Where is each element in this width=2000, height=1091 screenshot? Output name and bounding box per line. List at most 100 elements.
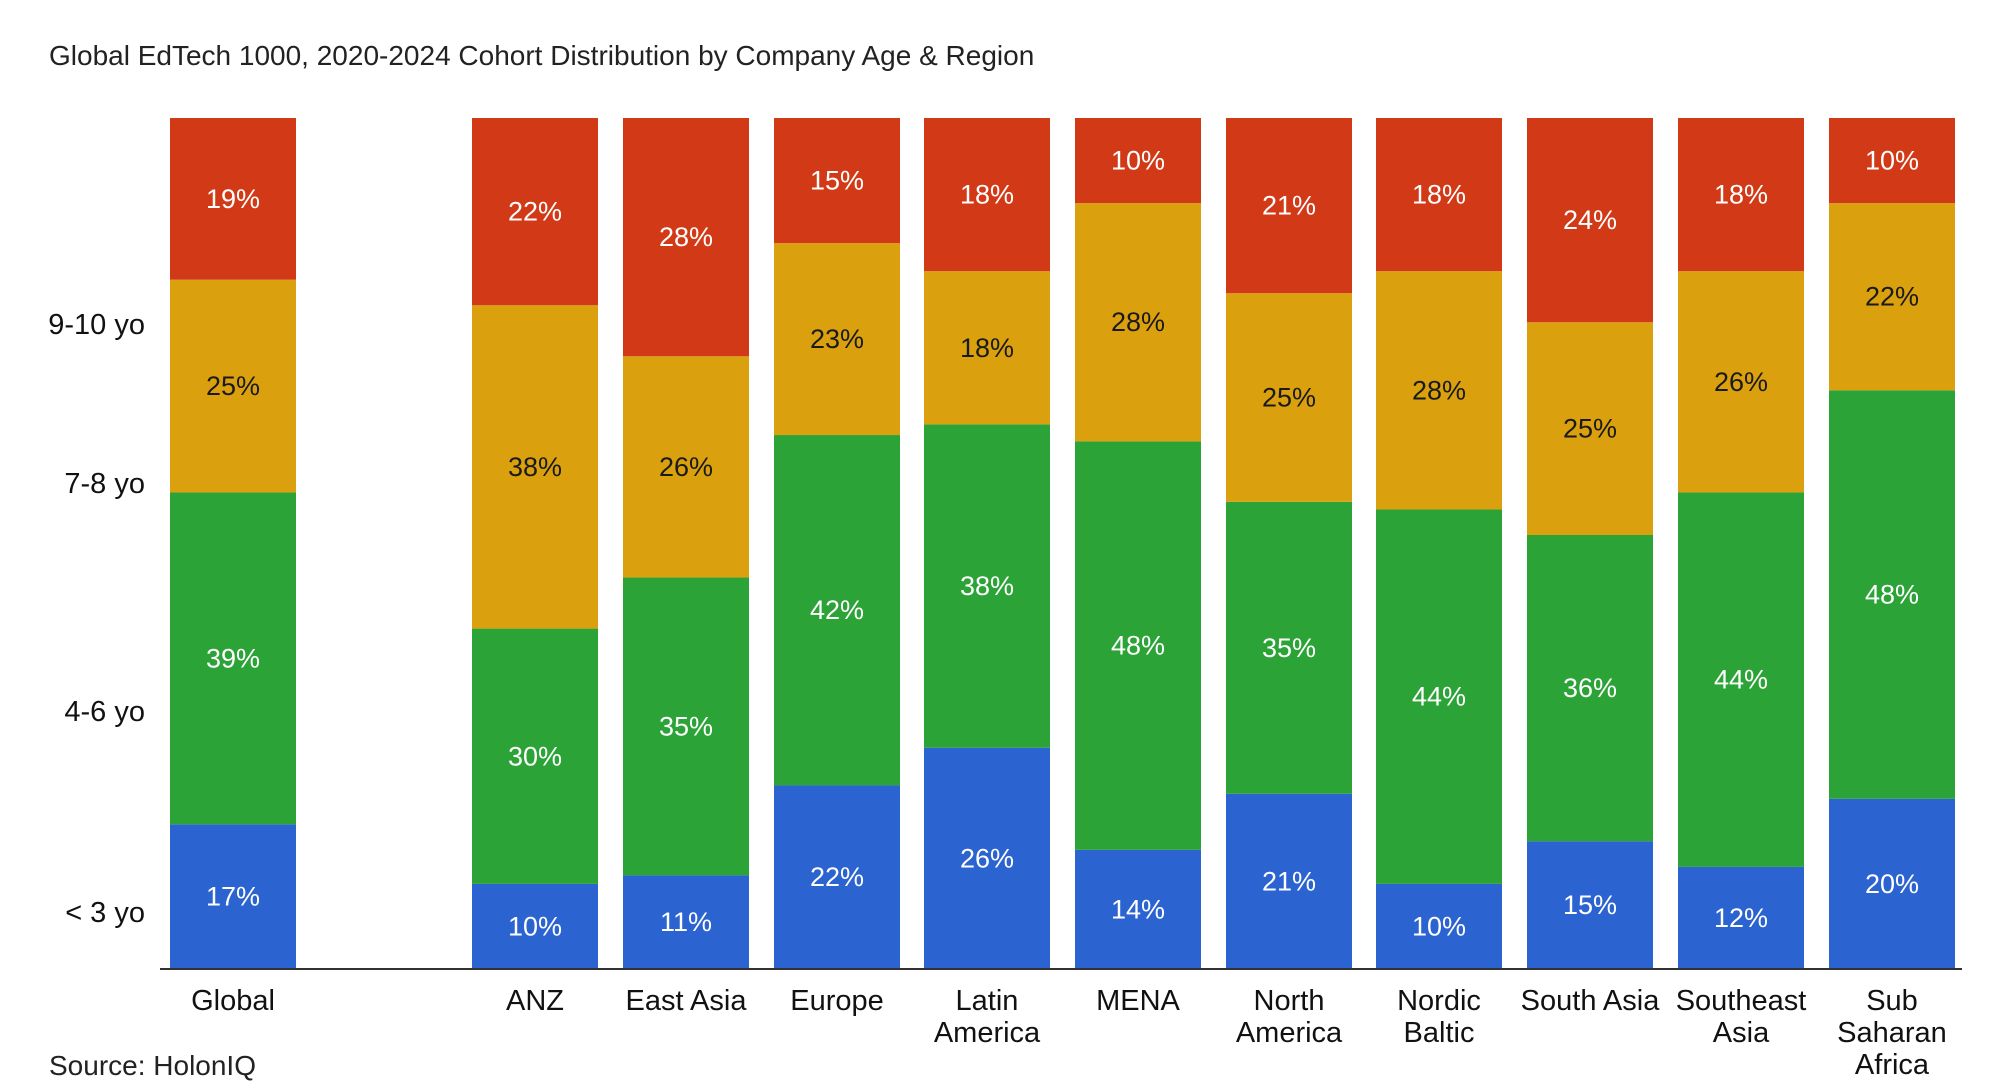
bar-segment (924, 271, 1050, 425)
bar-segment (1678, 271, 1804, 493)
bar-segment (623, 356, 749, 578)
bar-segment (170, 118, 296, 280)
data-label: 18% (960, 180, 1014, 210)
data-label: 28% (1111, 307, 1165, 337)
category-label: Nordic Baltic (1397, 985, 1481, 1049)
data-label: 14% (1111, 894, 1165, 924)
data-label: 26% (659, 452, 713, 482)
data-label: 25% (1262, 382, 1316, 412)
data-label: 28% (1412, 375, 1466, 405)
data-label: 48% (1111, 631, 1165, 661)
data-label: 15% (810, 166, 864, 196)
data-label: 10% (1111, 146, 1165, 176)
category-label: East Asia (626, 985, 748, 1017)
data-label: 20% (1865, 869, 1919, 899)
bar-segment (1376, 509, 1502, 884)
data-label: 18% (1412, 180, 1466, 210)
segment-labels-layer: 17% 39% 25% 19% 10% 30% 38% 22% 11% 35% 26% 28% 22% 4… (206, 146, 1919, 942)
category-label: Southeast Asia (1676, 985, 1807, 1049)
bar-segment (1527, 841, 1653, 969)
data-label: 26% (1714, 367, 1768, 397)
bar-segment (924, 747, 1050, 969)
category-label: MENA (1096, 985, 1180, 1017)
data-label: 12% (1714, 903, 1768, 933)
bar-segment (1226, 118, 1352, 294)
data-label: 10% (1865, 146, 1919, 176)
bar-segment (1376, 118, 1502, 272)
data-label: 15% (1563, 890, 1617, 920)
data-label: 30% (508, 741, 562, 771)
data-label: 23% (810, 324, 864, 354)
data-label: 35% (659, 711, 713, 741)
data-label: 18% (1714, 180, 1768, 210)
bar-segment (623, 577, 749, 876)
bar-segment (1678, 492, 1804, 867)
bar-segment (774, 785, 900, 969)
category-label: North America (1236, 985, 1343, 1049)
data-label: 25% (206, 371, 260, 401)
data-label: 38% (508, 452, 562, 482)
data-label: 19% (206, 184, 260, 214)
bar-segment (1678, 118, 1804, 272)
category-label: South Asia (1521, 985, 1661, 1017)
bar-segment (1829, 798, 1955, 969)
bar-segment (1075, 441, 1201, 850)
bar-segment (1075, 203, 1201, 442)
bars-layer (170, 118, 1955, 969)
data-label: 35% (1262, 633, 1316, 663)
data-label: 10% (508, 911, 562, 941)
data-label: 25% (1563, 414, 1617, 444)
bar-segment (170, 824, 296, 969)
data-label: 44% (1714, 665, 1768, 695)
data-label: 44% (1412, 682, 1466, 712)
data-label: 21% (1262, 191, 1316, 221)
bar-segment (774, 435, 900, 786)
y-tick-label: 9-10 yo (48, 309, 145, 341)
data-label: 42% (810, 595, 864, 625)
bar-segment (1678, 866, 1804, 969)
data-label: 39% (206, 643, 260, 673)
category-label: Europe (790, 985, 884, 1017)
bar-segment (1829, 118, 1955, 204)
y-tick-label: 7-8 yo (64, 468, 145, 500)
source-note: Source: HolonIQ (49, 1050, 256, 1081)
bar-segment (472, 118, 598, 306)
data-label: 28% (659, 222, 713, 252)
data-label: 22% (508, 197, 562, 227)
bar-segment (774, 243, 900, 436)
bar-segment (1376, 271, 1502, 510)
data-label: 24% (1563, 205, 1617, 235)
data-label: 38% (960, 571, 1014, 601)
bar-segment (1527, 534, 1653, 842)
x-tick-labels: Global ANZ East Asia Europe Latin America MENA… (191, 985, 1947, 1081)
bar-segment (1527, 322, 1653, 535)
data-label: 21% (1262, 866, 1316, 896)
bar-segment (472, 883, 598, 969)
bar-segment (472, 305, 598, 629)
data-label: 22% (1865, 282, 1919, 312)
data-label: 11% (660, 907, 712, 937)
bar-segment (1829, 203, 1955, 391)
bar-segment (170, 492, 296, 825)
bar-segment (1075, 118, 1201, 204)
bar-segment (472, 628, 598, 884)
bar-segment (1226, 293, 1352, 502)
bar-segment (170, 279, 296, 493)
data-label: 22% (810, 862, 864, 892)
data-label: 10% (1412, 911, 1466, 941)
data-label: 17% (206, 882, 260, 912)
bar-segment (924, 424, 1050, 748)
y-tick-labels: < 3 yo 4-6 yo 7-8 yo 9-10 yo (48, 309, 145, 929)
y-tick-label: < 3 yo (65, 897, 145, 929)
bar-segment (924, 118, 1050, 272)
bar-segment (1527, 118, 1653, 323)
bar-segment (1075, 849, 1201, 969)
category-label: Latin America (934, 985, 1041, 1049)
data-label: 26% (960, 843, 1014, 873)
category-label: ANZ (506, 985, 564, 1017)
bar-segment (1829, 390, 1955, 799)
data-label: 36% (1563, 673, 1617, 703)
bar-segment (623, 875, 749, 969)
bar-segment (1226, 501, 1352, 794)
